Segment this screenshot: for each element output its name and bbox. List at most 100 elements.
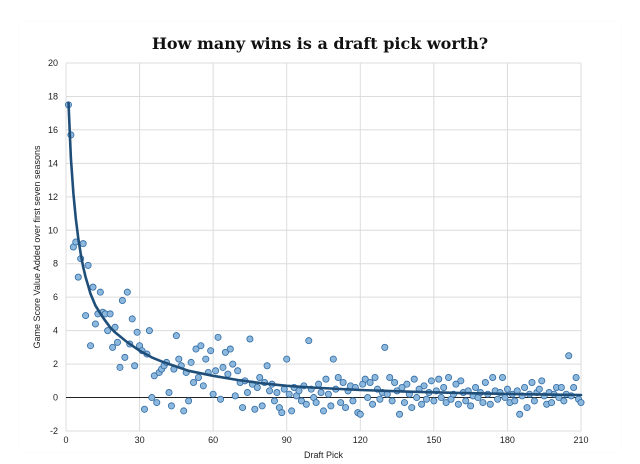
data-point <box>315 380 323 388</box>
data-point <box>467 402 475 410</box>
x-tick-labels: 0 30 60 90 120 150 180 210 <box>63 435 588 445</box>
data-point <box>285 390 293 398</box>
data-point <box>258 402 266 410</box>
data-point <box>266 387 274 395</box>
trend-line <box>67 101 583 397</box>
data-point <box>501 394 509 402</box>
data-point <box>111 323 119 331</box>
data-point <box>239 404 247 412</box>
data-point <box>96 288 104 296</box>
data-point <box>234 367 242 375</box>
data-point <box>560 397 568 405</box>
x-tick-label: 120 <box>353 435 368 445</box>
x-tick-label: 60 <box>208 435 218 445</box>
data-point <box>172 332 180 340</box>
data-point <box>418 400 426 408</box>
data-point <box>263 362 271 370</box>
data-point <box>106 310 114 318</box>
data-point <box>118 297 126 305</box>
x-tick-label: 90 <box>282 435 292 445</box>
data-point <box>305 337 313 345</box>
data-point <box>322 375 330 383</box>
data-point <box>381 343 389 351</box>
data-point <box>133 328 141 336</box>
data-point <box>202 355 210 363</box>
data-point <box>302 400 310 408</box>
data-point <box>356 410 364 418</box>
y-tick-label: 12 <box>48 192 58 202</box>
x-axis-title: Draft Pick <box>304 450 344 460</box>
data-point <box>442 399 450 407</box>
data-point <box>243 389 251 397</box>
data-point <box>422 395 430 403</box>
data-point <box>403 380 411 388</box>
data-point <box>253 384 261 392</box>
data-point <box>145 327 153 335</box>
x-tick-label: 30 <box>135 435 145 445</box>
data-point <box>148 394 156 402</box>
data-point <box>319 407 327 415</box>
data-point <box>283 355 291 363</box>
data-point <box>87 342 95 350</box>
data-point <box>251 405 259 413</box>
data-point <box>226 345 234 353</box>
data-point <box>192 345 200 353</box>
data-point <box>454 400 462 408</box>
data-point <box>452 380 460 388</box>
data-point <box>84 261 92 269</box>
data-point <box>288 407 296 415</box>
data-point <box>229 360 237 368</box>
data-point <box>472 384 480 392</box>
data-point <box>548 399 556 407</box>
data-point <box>349 397 357 405</box>
data-point <box>153 399 161 407</box>
y-axis-title: Game Score Value Added over first seven … <box>32 145 42 348</box>
data-point <box>337 399 345 407</box>
data-point <box>435 375 443 383</box>
data-point <box>391 378 399 386</box>
y-tick-label: 8 <box>53 259 58 269</box>
data-point <box>570 384 578 392</box>
x-tick-label: 180 <box>500 435 515 445</box>
y-tick-label: 0 <box>53 393 58 403</box>
data-point <box>89 283 97 291</box>
data-point <box>150 372 158 380</box>
data-point <box>538 377 546 385</box>
data-point <box>386 373 394 381</box>
data-point <box>278 409 286 417</box>
data-point <box>175 355 183 363</box>
data-point <box>388 397 396 405</box>
chart-frame <box>20 22 620 452</box>
data-point <box>400 399 408 407</box>
data-point <box>489 373 497 381</box>
y-tick-label: -2 <box>50 426 58 436</box>
data-point <box>194 373 202 381</box>
data-point <box>219 363 227 371</box>
data-point <box>364 394 372 402</box>
y-tick-label: 20 <box>48 58 58 68</box>
data-point <box>503 385 511 393</box>
data-point <box>128 315 136 323</box>
data-point <box>140 405 148 413</box>
data-point <box>334 373 342 381</box>
data-point <box>256 373 264 381</box>
data-point <box>185 397 193 405</box>
grid-lines <box>65 62 582 432</box>
data-point <box>270 397 278 405</box>
y-tick-label: 10 <box>48 225 58 235</box>
data-point <box>430 397 438 405</box>
x-tick-label: 210 <box>573 435 588 445</box>
data-point <box>521 384 529 392</box>
data-point <box>295 387 303 395</box>
y-tick-label: 4 <box>53 326 58 336</box>
data-point <box>214 333 222 341</box>
data-point <box>199 382 207 390</box>
data-point <box>494 395 502 403</box>
data-point <box>565 352 573 360</box>
data-point <box>410 375 418 383</box>
y-tick-label: 16 <box>48 125 58 135</box>
data-point <box>123 288 131 296</box>
data-point <box>165 389 173 397</box>
data-point <box>376 395 384 403</box>
